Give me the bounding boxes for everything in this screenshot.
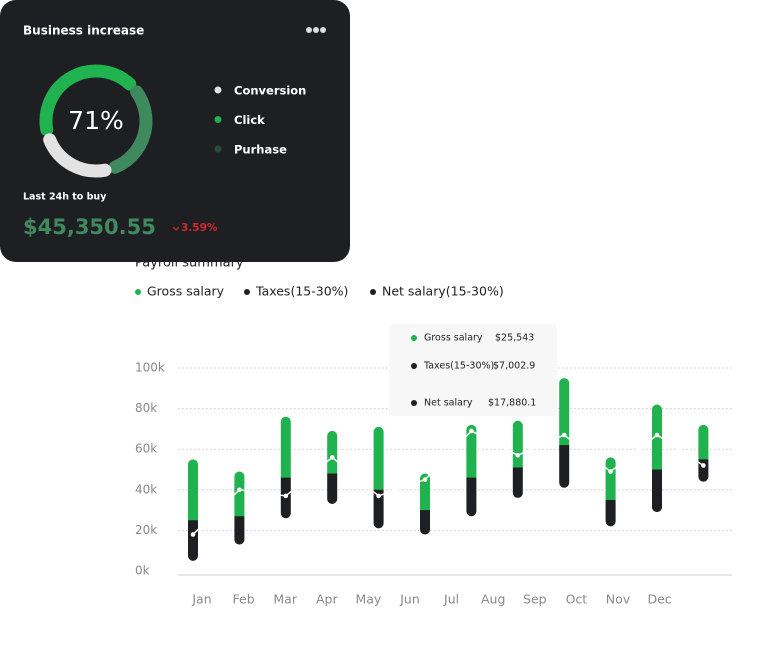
net-point xyxy=(654,432,660,438)
y-tick-label: 100k xyxy=(135,361,165,375)
tooltip-label: Net salary xyxy=(424,398,473,409)
tooltip-label: Taxes(15-30%) xyxy=(423,361,494,372)
y-tick-label: 40k xyxy=(135,482,157,496)
taxes-bar xyxy=(652,469,662,513)
x-tick-label: Jun xyxy=(399,592,420,607)
net-point xyxy=(190,532,196,537)
legend-dot xyxy=(214,145,222,153)
tooltip-dot xyxy=(411,363,417,369)
net-point xyxy=(701,463,706,468)
change: 3.59% xyxy=(181,222,218,234)
x-tick-label: Jul xyxy=(443,592,459,607)
taxes-bar xyxy=(698,459,709,482)
donut-segment xyxy=(43,133,112,178)
y-tick-label: 0k xyxy=(135,564,150,578)
more-button[interactable] xyxy=(306,27,326,33)
x-tick-label: May xyxy=(355,592,381,607)
gross-bar xyxy=(698,424,709,465)
net-point xyxy=(608,469,613,474)
x-tick-label: Dec xyxy=(647,592,671,607)
card-title: Business increase xyxy=(23,24,144,38)
legend-dot xyxy=(214,116,222,123)
net-point xyxy=(515,452,521,458)
x-tick-label: Jan xyxy=(191,592,211,607)
gross-bar xyxy=(420,473,430,516)
y-tick-label: 20k xyxy=(135,523,157,537)
gross-bar xyxy=(188,459,198,526)
legend-label: Click xyxy=(234,113,265,127)
caption: Last 24h to buy xyxy=(23,192,107,203)
legend-dot xyxy=(135,289,141,295)
legend-dot xyxy=(244,289,250,295)
gross-bar xyxy=(512,420,523,473)
down-icon xyxy=(172,226,180,231)
payroll-chart: Payroll summary Gross salary Taxes(15-30%… xyxy=(135,256,732,607)
legend-label: Gross salary xyxy=(147,284,225,299)
net-point xyxy=(237,487,242,493)
gross-bar xyxy=(605,457,616,505)
dot xyxy=(313,27,319,33)
taxes-bar xyxy=(373,489,384,529)
gross-bar xyxy=(280,416,291,483)
dot xyxy=(306,27,312,33)
tooltip-dot xyxy=(411,335,417,341)
x-tick-label: Nov xyxy=(606,592,631,607)
legend-label: Taxes(15-30%) xyxy=(255,284,348,299)
tooltip: Gross salary $25,543 Taxes(15-30%)$7,002.9… xyxy=(389,324,557,416)
taxes-bar xyxy=(559,445,570,488)
taxes-bar xyxy=(605,499,616,527)
net-line xyxy=(192,430,704,536)
donut-segment xyxy=(108,85,153,174)
x-tick-label: Mar xyxy=(273,592,297,607)
tooltip-label: Gross salary xyxy=(424,333,483,344)
tooltip-value: $17,880.1 xyxy=(488,398,536,409)
amount: $45,350.55 xyxy=(23,215,156,239)
net-point xyxy=(329,455,335,460)
taxes-bar xyxy=(512,467,523,498)
y-tick-label: 80k xyxy=(135,401,157,415)
x-tick-label: Apr xyxy=(316,592,338,607)
taxes-bar xyxy=(420,510,430,535)
donut-segment xyxy=(39,64,137,137)
legend-dot xyxy=(370,289,376,295)
x-tick-label: Sep xyxy=(523,592,547,607)
taxes-bar xyxy=(234,516,245,545)
net-point xyxy=(469,428,474,434)
business-card: Business increase 71% Last 24h to buy $4… xyxy=(0,0,350,262)
taxes-bar xyxy=(188,520,198,561)
legend-label: Purhase xyxy=(234,143,287,157)
tooltip-value: $25,543 xyxy=(495,333,534,344)
taxes-bar xyxy=(466,477,477,517)
donut-center-label: 71% xyxy=(68,106,124,135)
legend-label: Net salary(15-30%) xyxy=(382,284,504,299)
net-point xyxy=(283,493,289,499)
y-tick-label: 60k xyxy=(135,442,157,456)
tooltip-value: $7,002.9 xyxy=(493,361,535,372)
gross-bar xyxy=(373,426,384,495)
net-point xyxy=(561,432,567,438)
tooltip-dot xyxy=(411,400,417,406)
taxes-bar xyxy=(327,473,338,505)
gross-bar xyxy=(327,430,338,479)
legend-label: Conversion xyxy=(234,84,306,98)
x-tick-label: Aug xyxy=(481,592,505,607)
net-point xyxy=(422,477,428,482)
gross-bar xyxy=(652,404,662,475)
gross-bar xyxy=(466,424,477,483)
x-tick-label: Feb xyxy=(233,592,255,607)
gross-bar xyxy=(234,471,245,522)
net-point xyxy=(376,493,381,499)
legend-dot xyxy=(214,86,222,94)
gross-bar xyxy=(559,378,570,451)
dot xyxy=(320,27,326,33)
x-tick-label: Oct xyxy=(566,592,588,607)
tooltip-background xyxy=(389,324,557,416)
